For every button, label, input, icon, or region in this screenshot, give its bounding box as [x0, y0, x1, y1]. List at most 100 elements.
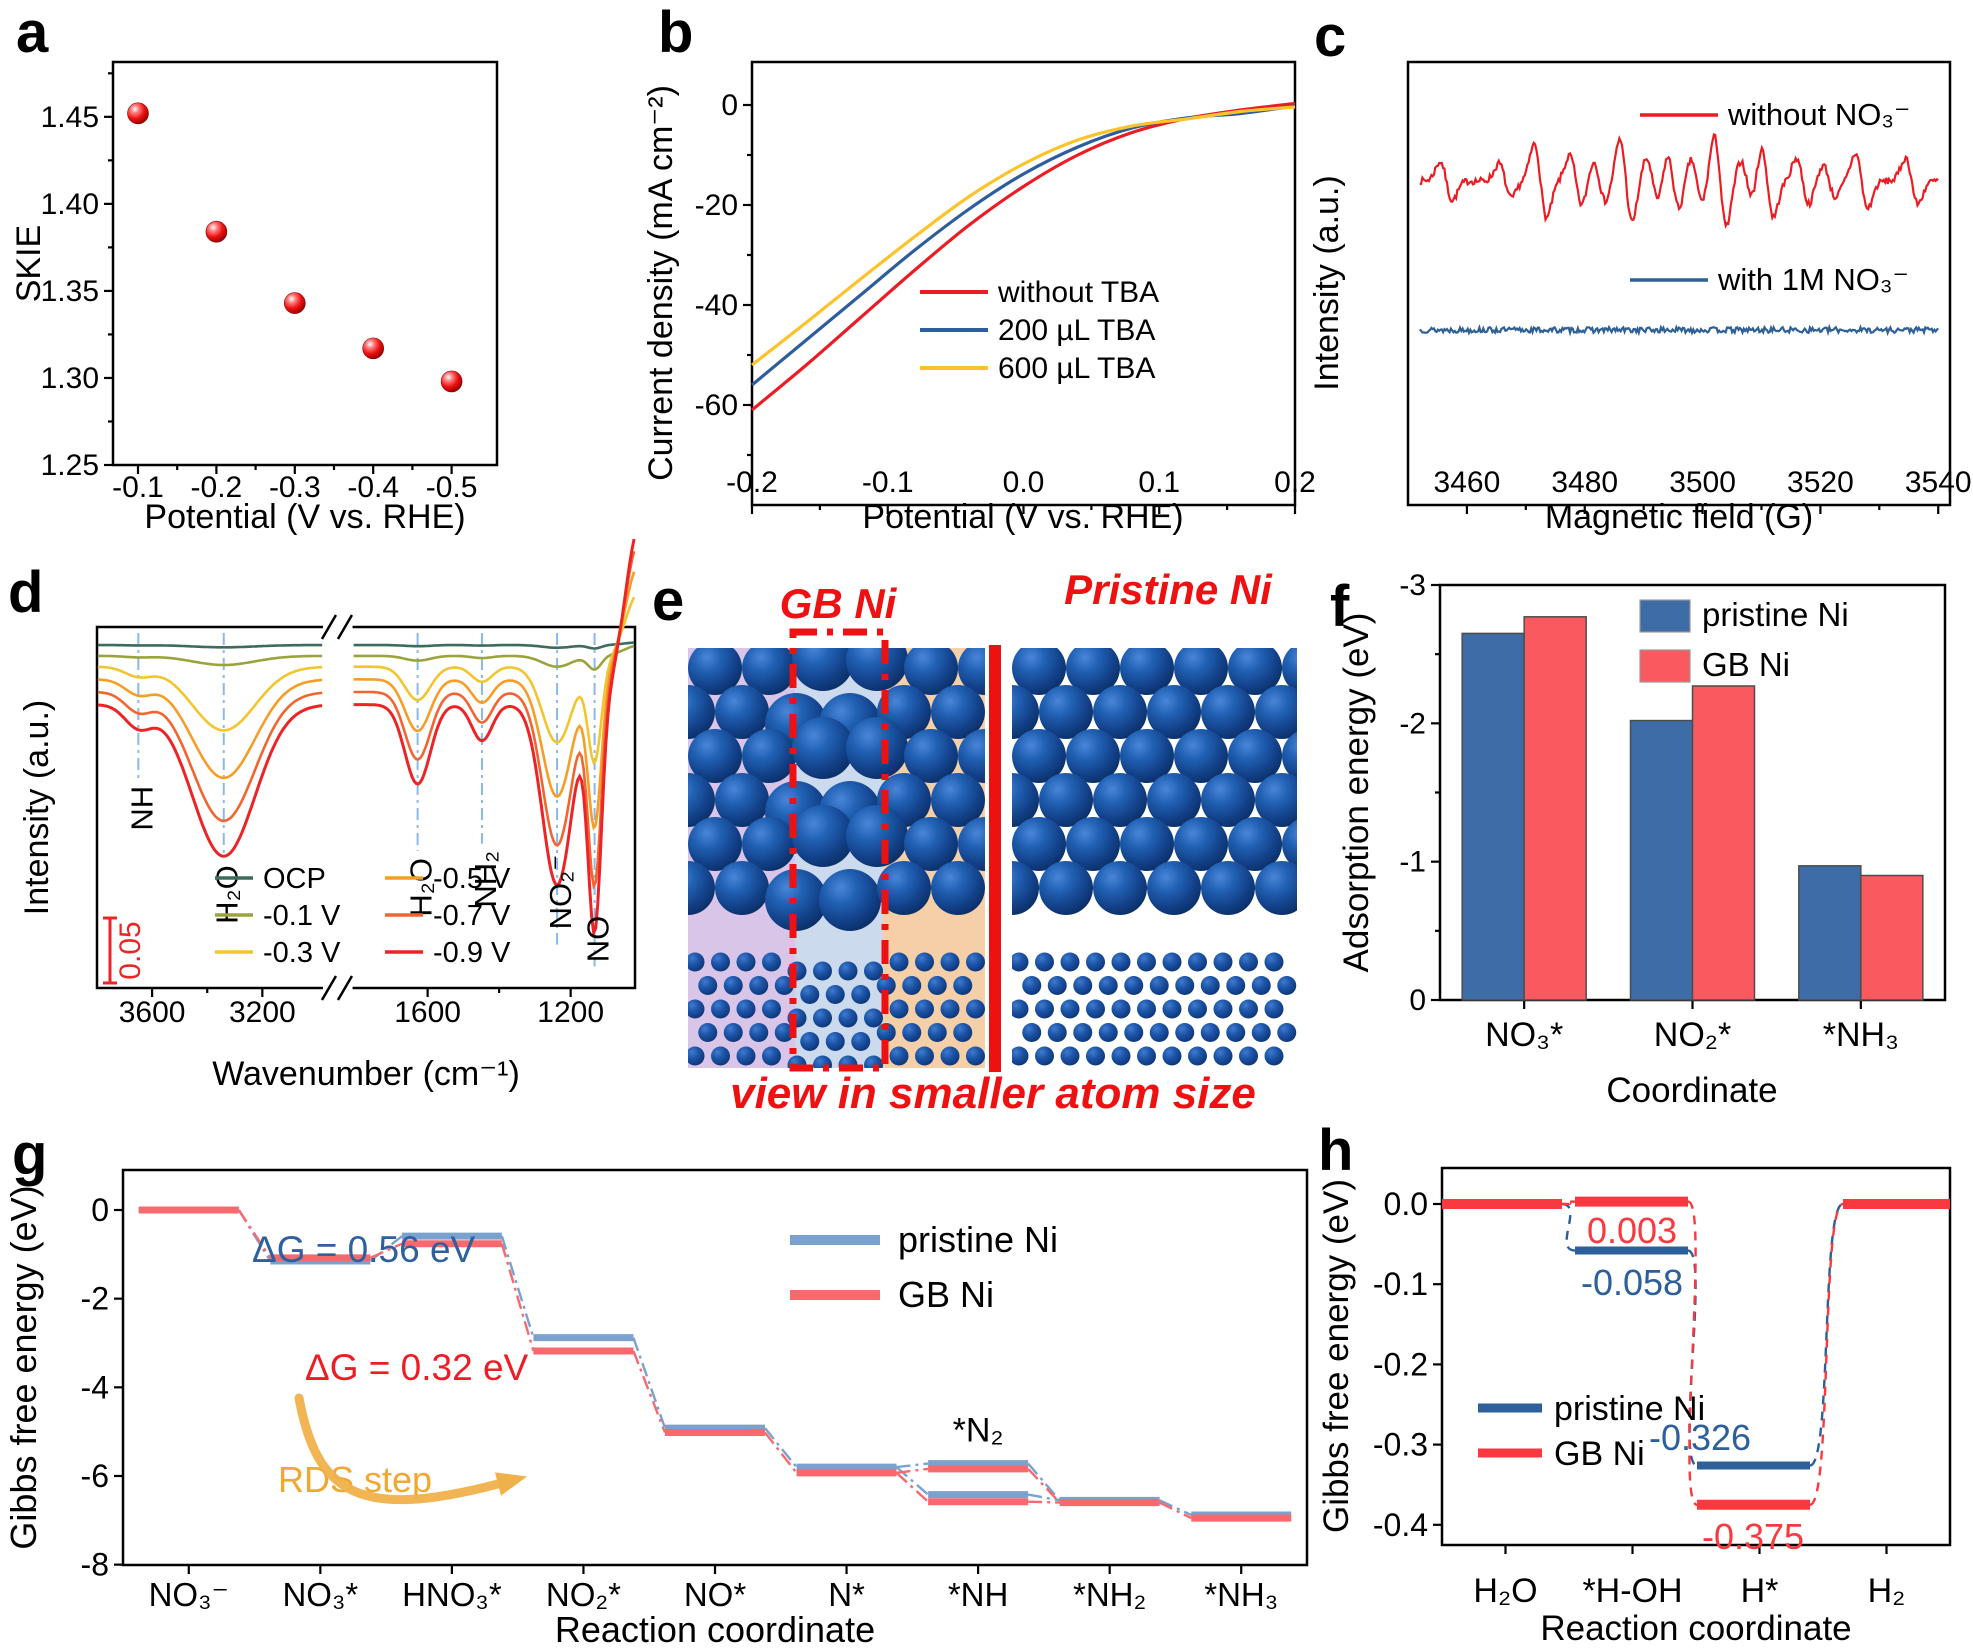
ni-atom-large: [1147, 773, 1201, 827]
ni-atom-small: [749, 1023, 769, 1042]
ni-atom-large: [846, 648, 908, 691]
ni-atom-small: [774, 976, 794, 995]
peak-label: NH₂: [468, 851, 503, 908]
y-tick-label: -40: [695, 289, 738, 322]
x-tick-label: NO*: [684, 1576, 747, 1613]
ni-atom-small: [1264, 999, 1284, 1019]
step-connector: [1686, 1200, 1699, 1506]
step-connector: [1809, 1202, 1844, 1506]
ni-atom-small: [1060, 952, 1080, 972]
ni-atom-large: [792, 717, 854, 779]
legend-label: 600 µL TBA: [998, 352, 1155, 385]
y-tick-label: 0: [721, 89, 738, 122]
panel-letter-d: d: [8, 560, 44, 625]
ni-atom-large: [1093, 861, 1147, 915]
x-tick-label: -0.1: [112, 471, 164, 504]
bar-GB-Ni: [1523, 616, 1587, 1001]
y-tick-label: -2: [1399, 707, 1426, 740]
bar-pristine-Ni: [1798, 865, 1862, 1001]
y-tick-label: -0.3: [1373, 1427, 1428, 1463]
ni-atom-large: [1282, 819, 1297, 869]
ni-atom-small: [1251, 1023, 1271, 1042]
ni-atom-small: [915, 952, 934, 972]
x-axis-title: Reaction coordinate: [555, 1609, 875, 1650]
panel-c-epr-chart: 3460 3480 3500 3520 3540 Magnetic field (G) In…: [1308, 60, 1972, 536]
panel-h-her-diagram: 0.0 -0.1 -0.2 -0.3 -0.4 H₂O *H-OH H* H₂ Reaction …: [1317, 1166, 1952, 1648]
x-tick-label: 0.0: [1003, 466, 1045, 499]
x-tick-label: -0.2: [726, 466, 778, 499]
ni-atom-large: [1255, 773, 1297, 827]
ni-atom-small: [1098, 976, 1118, 995]
x-axis-title: Potential (V vs. RHE): [144, 498, 465, 536]
ni-atom-large: [792, 805, 854, 867]
ni-atom-large: [742, 817, 796, 871]
ni-atom-small: [1035, 1046, 1054, 1066]
ni-atom-small: [1047, 976, 1067, 995]
x-tick-label: 0.2: [1274, 466, 1316, 499]
value-label: -0.058: [1581, 1262, 1683, 1303]
ftir-curve--0.7V: [353, 550, 636, 890]
ni-atom-large: [1255, 861, 1297, 915]
ni-atom-small: [1137, 1046, 1156, 1066]
peak-label: NO: [581, 916, 616, 963]
ni-atom-large: [1039, 685, 1093, 739]
x-axis-title: Potential (V vs. RHE): [862, 498, 1183, 536]
data-point: [440, 370, 463, 393]
x-tick-label: -0.5: [426, 471, 478, 504]
x-tick-label: -0.4: [347, 471, 399, 504]
ftir-curve--0.5V: [353, 571, 636, 831]
step-connector: [500, 1243, 535, 1352]
ni-atom-large: [958, 729, 985, 783]
step-connector: [1027, 1468, 1061, 1504]
ni-atom-small: [889, 1046, 909, 1066]
ni-atom-small: [1012, 1046, 1029, 1066]
y-tick-label: -8: [81, 1547, 109, 1583]
ftir-curve--0.9V: [353, 538, 636, 939]
y-tick-label: 1.40: [41, 188, 99, 221]
panel-letter-e: e: [652, 568, 685, 633]
y-tick-label: 0: [1409, 984, 1426, 1017]
axis-break-mask: [322, 978, 353, 998]
x-tick-label: NO₃*: [1485, 1016, 1563, 1054]
ni-atom-large: [904, 729, 958, 783]
ni-atom-small: [1073, 1023, 1093, 1042]
legend-label: GB Ni: [1554, 1435, 1645, 1473]
ni-atom-small: [915, 1046, 934, 1066]
ftir-curve-OCP: [97, 643, 323, 649]
x-tick-label: 1200: [537, 996, 604, 1029]
x-tick-label: -0.2: [191, 471, 243, 504]
ni-atom-small: [1111, 952, 1131, 972]
ni-atom-small: [1137, 999, 1156, 1019]
peak-label: H₂O: [404, 858, 439, 917]
ni-atom-small: [927, 1023, 947, 1042]
ni-atom-small: [1188, 1046, 1207, 1066]
ni-atom-small: [1162, 999, 1182, 1019]
ni-atom-large: [1012, 817, 1066, 871]
x-tick-label: 3520: [1787, 466, 1854, 499]
ni-atom-small: [1149, 1023, 1169, 1042]
pristine-ni-small-atoms: [1012, 952, 1297, 1066]
ni-atom-large: [1066, 729, 1120, 783]
y-tick-label: 0.0: [1384, 1186, 1428, 1222]
ni-atom-large: [688, 685, 715, 739]
y-axis-title: Adsorption energy (eV): [1337, 613, 1376, 973]
ni-atom-large: [688, 817, 742, 871]
legend-item: GB Ni: [1478, 1435, 1645, 1473]
step-connector: [1028, 1500, 1060, 1504]
ni-atom-small: [1277, 1023, 1297, 1042]
ni-atom-large: [1228, 817, 1282, 871]
panel-b-lsv-chart: -0.2 -0.1 0.0 0.1 0.2 0 -20 -40 -60 Potential (V …: [642, 60, 1316, 536]
y-axis-title: Current density (mA cm⁻²): [642, 85, 680, 481]
ni-atom-small: [1162, 952, 1182, 972]
step-connector: [632, 1337, 667, 1429]
ni-atom-large: [1012, 773, 1039, 827]
ni-atom-small: [1188, 952, 1207, 972]
delta-g-red-annotation: ΔG = 0.32 eV: [305, 1347, 529, 1388]
value-label: -0.326: [1649, 1417, 1751, 1458]
step-connector: [1561, 1202, 1576, 1252]
ni-atom-small: [723, 976, 743, 995]
ni-atom-small: [1251, 976, 1271, 995]
value-label: -0.375: [1702, 1516, 1804, 1557]
axis-break-slash: [336, 614, 354, 640]
ni-atom-small: [1022, 976, 1042, 995]
